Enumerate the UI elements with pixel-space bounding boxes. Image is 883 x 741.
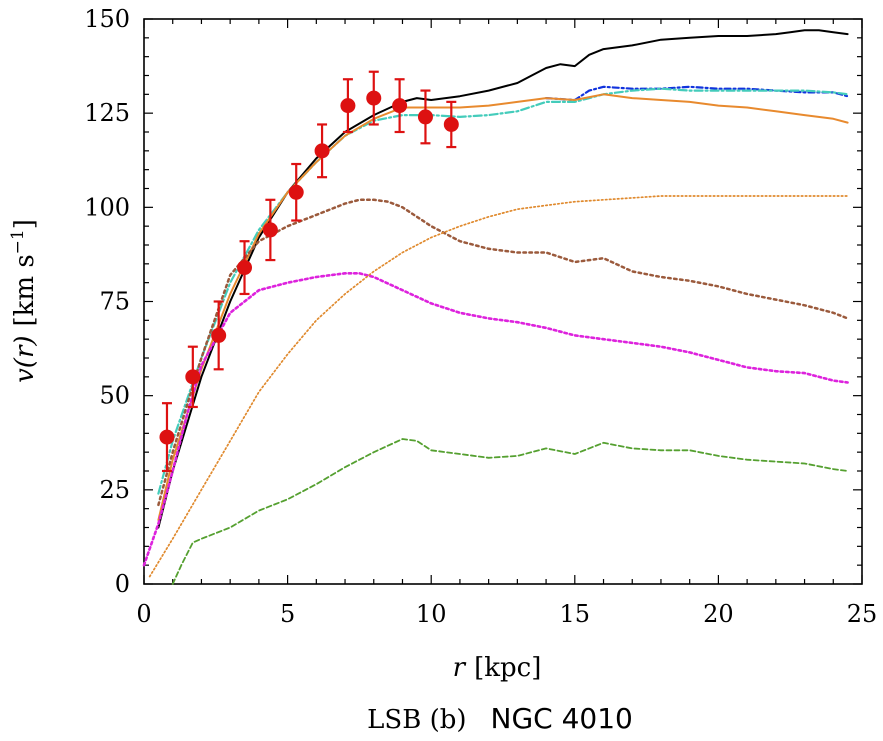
series-line-0 xyxy=(157,29,849,529)
x-tick-label: 5 xyxy=(280,600,295,628)
observed-point xyxy=(237,260,253,276)
y-tick-label: 0 xyxy=(115,570,130,598)
series-line-7 xyxy=(171,438,849,585)
y-axis-unit-exponent: −1 xyxy=(8,229,28,254)
observed-point xyxy=(417,109,433,125)
axis-ticks xyxy=(143,18,863,585)
observed-point xyxy=(211,327,227,343)
observed-point xyxy=(366,90,382,106)
caption-galaxy-name: NGC 4010 xyxy=(491,702,633,735)
x-tick-label: 10 xyxy=(416,600,447,628)
x-tick-label: 0 xyxy=(136,600,151,628)
tick-labels: 0 5 10 15 20 25 0 25 50 75 100 125 150 xyxy=(84,5,877,628)
y-tick-label: 25 xyxy=(99,476,130,504)
plot-area xyxy=(142,18,863,585)
y-axis-label: v(r) [km s−1] xyxy=(8,219,40,383)
x-tick-label: 20 xyxy=(703,600,734,628)
y-tick-label: 150 xyxy=(84,5,130,33)
observed-point xyxy=(392,98,408,114)
y-axis-unit-close: ] xyxy=(10,219,40,229)
observed-point xyxy=(159,429,175,445)
y-axis-variable: v(r) xyxy=(10,335,40,382)
x-tick-label: 15 xyxy=(560,600,591,628)
x-axis-label: r [kpc] xyxy=(453,653,542,683)
observed-point xyxy=(443,116,459,132)
chart-caption: LSB (b) NGC 4010 xyxy=(367,702,633,735)
x-tick-label: 25 xyxy=(847,600,878,628)
observed-point xyxy=(340,98,356,114)
caption-prefix: LSB (b) xyxy=(367,705,466,735)
x-axis-variable: r xyxy=(453,653,467,683)
observed-point xyxy=(288,184,304,200)
observed-points-layer xyxy=(159,70,459,473)
series-line-6 xyxy=(148,195,849,578)
observed-point xyxy=(185,369,201,385)
observed-point xyxy=(262,222,278,238)
series-line-2 xyxy=(157,87,849,495)
x-axis-unit: [kpc] xyxy=(474,653,541,683)
y-tick-label: 125 xyxy=(84,99,130,127)
y-tick-label: 50 xyxy=(99,382,130,410)
series-layer xyxy=(142,29,849,585)
series-line-4 xyxy=(157,198,849,507)
y-axis-unit: [km s xyxy=(10,254,40,326)
y-tick-label: 75 xyxy=(99,288,130,316)
observed-point xyxy=(314,143,330,159)
series-line-5 xyxy=(142,272,849,567)
y-tick-label: 100 xyxy=(84,193,130,221)
series-line-1 xyxy=(545,85,849,102)
